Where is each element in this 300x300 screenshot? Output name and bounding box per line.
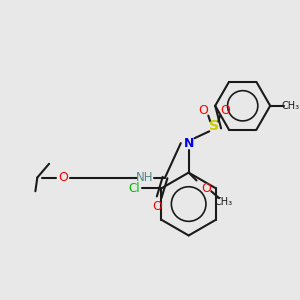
Text: O: O — [199, 104, 208, 117]
Text: NH: NH — [136, 171, 153, 184]
Text: S: S — [209, 119, 219, 134]
Text: O: O — [201, 182, 211, 195]
Text: N: N — [184, 136, 194, 150]
Text: Cl: Cl — [128, 182, 140, 195]
Text: CH₃: CH₃ — [282, 101, 300, 111]
Text: O: O — [220, 104, 230, 117]
Text: O: O — [152, 200, 162, 214]
Text: CH₃: CH₃ — [215, 197, 233, 207]
Text: O: O — [58, 171, 68, 184]
